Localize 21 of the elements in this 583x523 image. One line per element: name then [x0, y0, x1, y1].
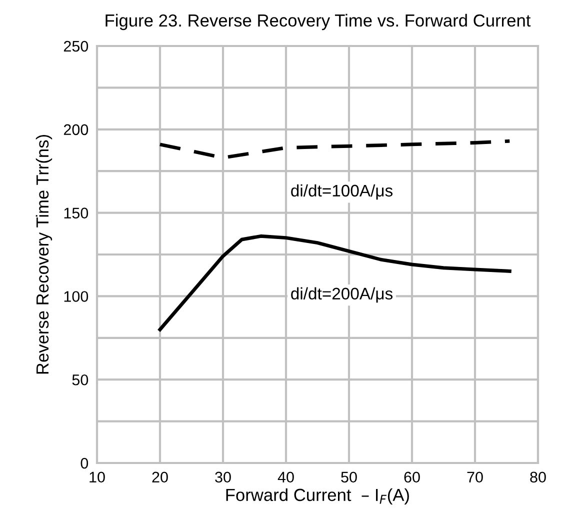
- y-tick-label: 150: [64, 208, 88, 218]
- x-tick-label: 80: [530, 472, 546, 483]
- x-axis-title: Forward Current – I$_{F}$(A): [226, 488, 409, 505]
- x-tick-label: 60: [404, 472, 420, 483]
- y-tick-label: 250: [64, 40, 88, 52]
- y-tick-label: 0: [80, 458, 88, 469]
- x-tick-label: 50: [341, 472, 357, 483]
- x-tick-label: 70: [467, 472, 483, 483]
- x-tick-label: 40: [278, 472, 294, 483]
- y-tick-label: 50: [72, 374, 88, 386]
- y-tick-label: 200: [64, 124, 88, 136]
- text: di/dt=100A/μs: [291, 184, 393, 200]
- line-series: [158, 234, 512, 332]
- line-series: [158, 139, 512, 160]
- chart-title: Figure 23. Reverse Recovery Time vs. Forward Current: [106, 14, 531, 30]
- y-axis-title: Reverse Recovery Time Trr(ns): [36, 134, 52, 374]
- x-tick-label: 30: [215, 472, 231, 483]
- y-tick-label: 100: [64, 291, 88, 302]
- x-tick-label: 20: [152, 472, 168, 483]
- series-label: di/dt=200A/μs: [291, 287, 393, 303]
- x-tick-label: 10: [90, 472, 105, 483]
